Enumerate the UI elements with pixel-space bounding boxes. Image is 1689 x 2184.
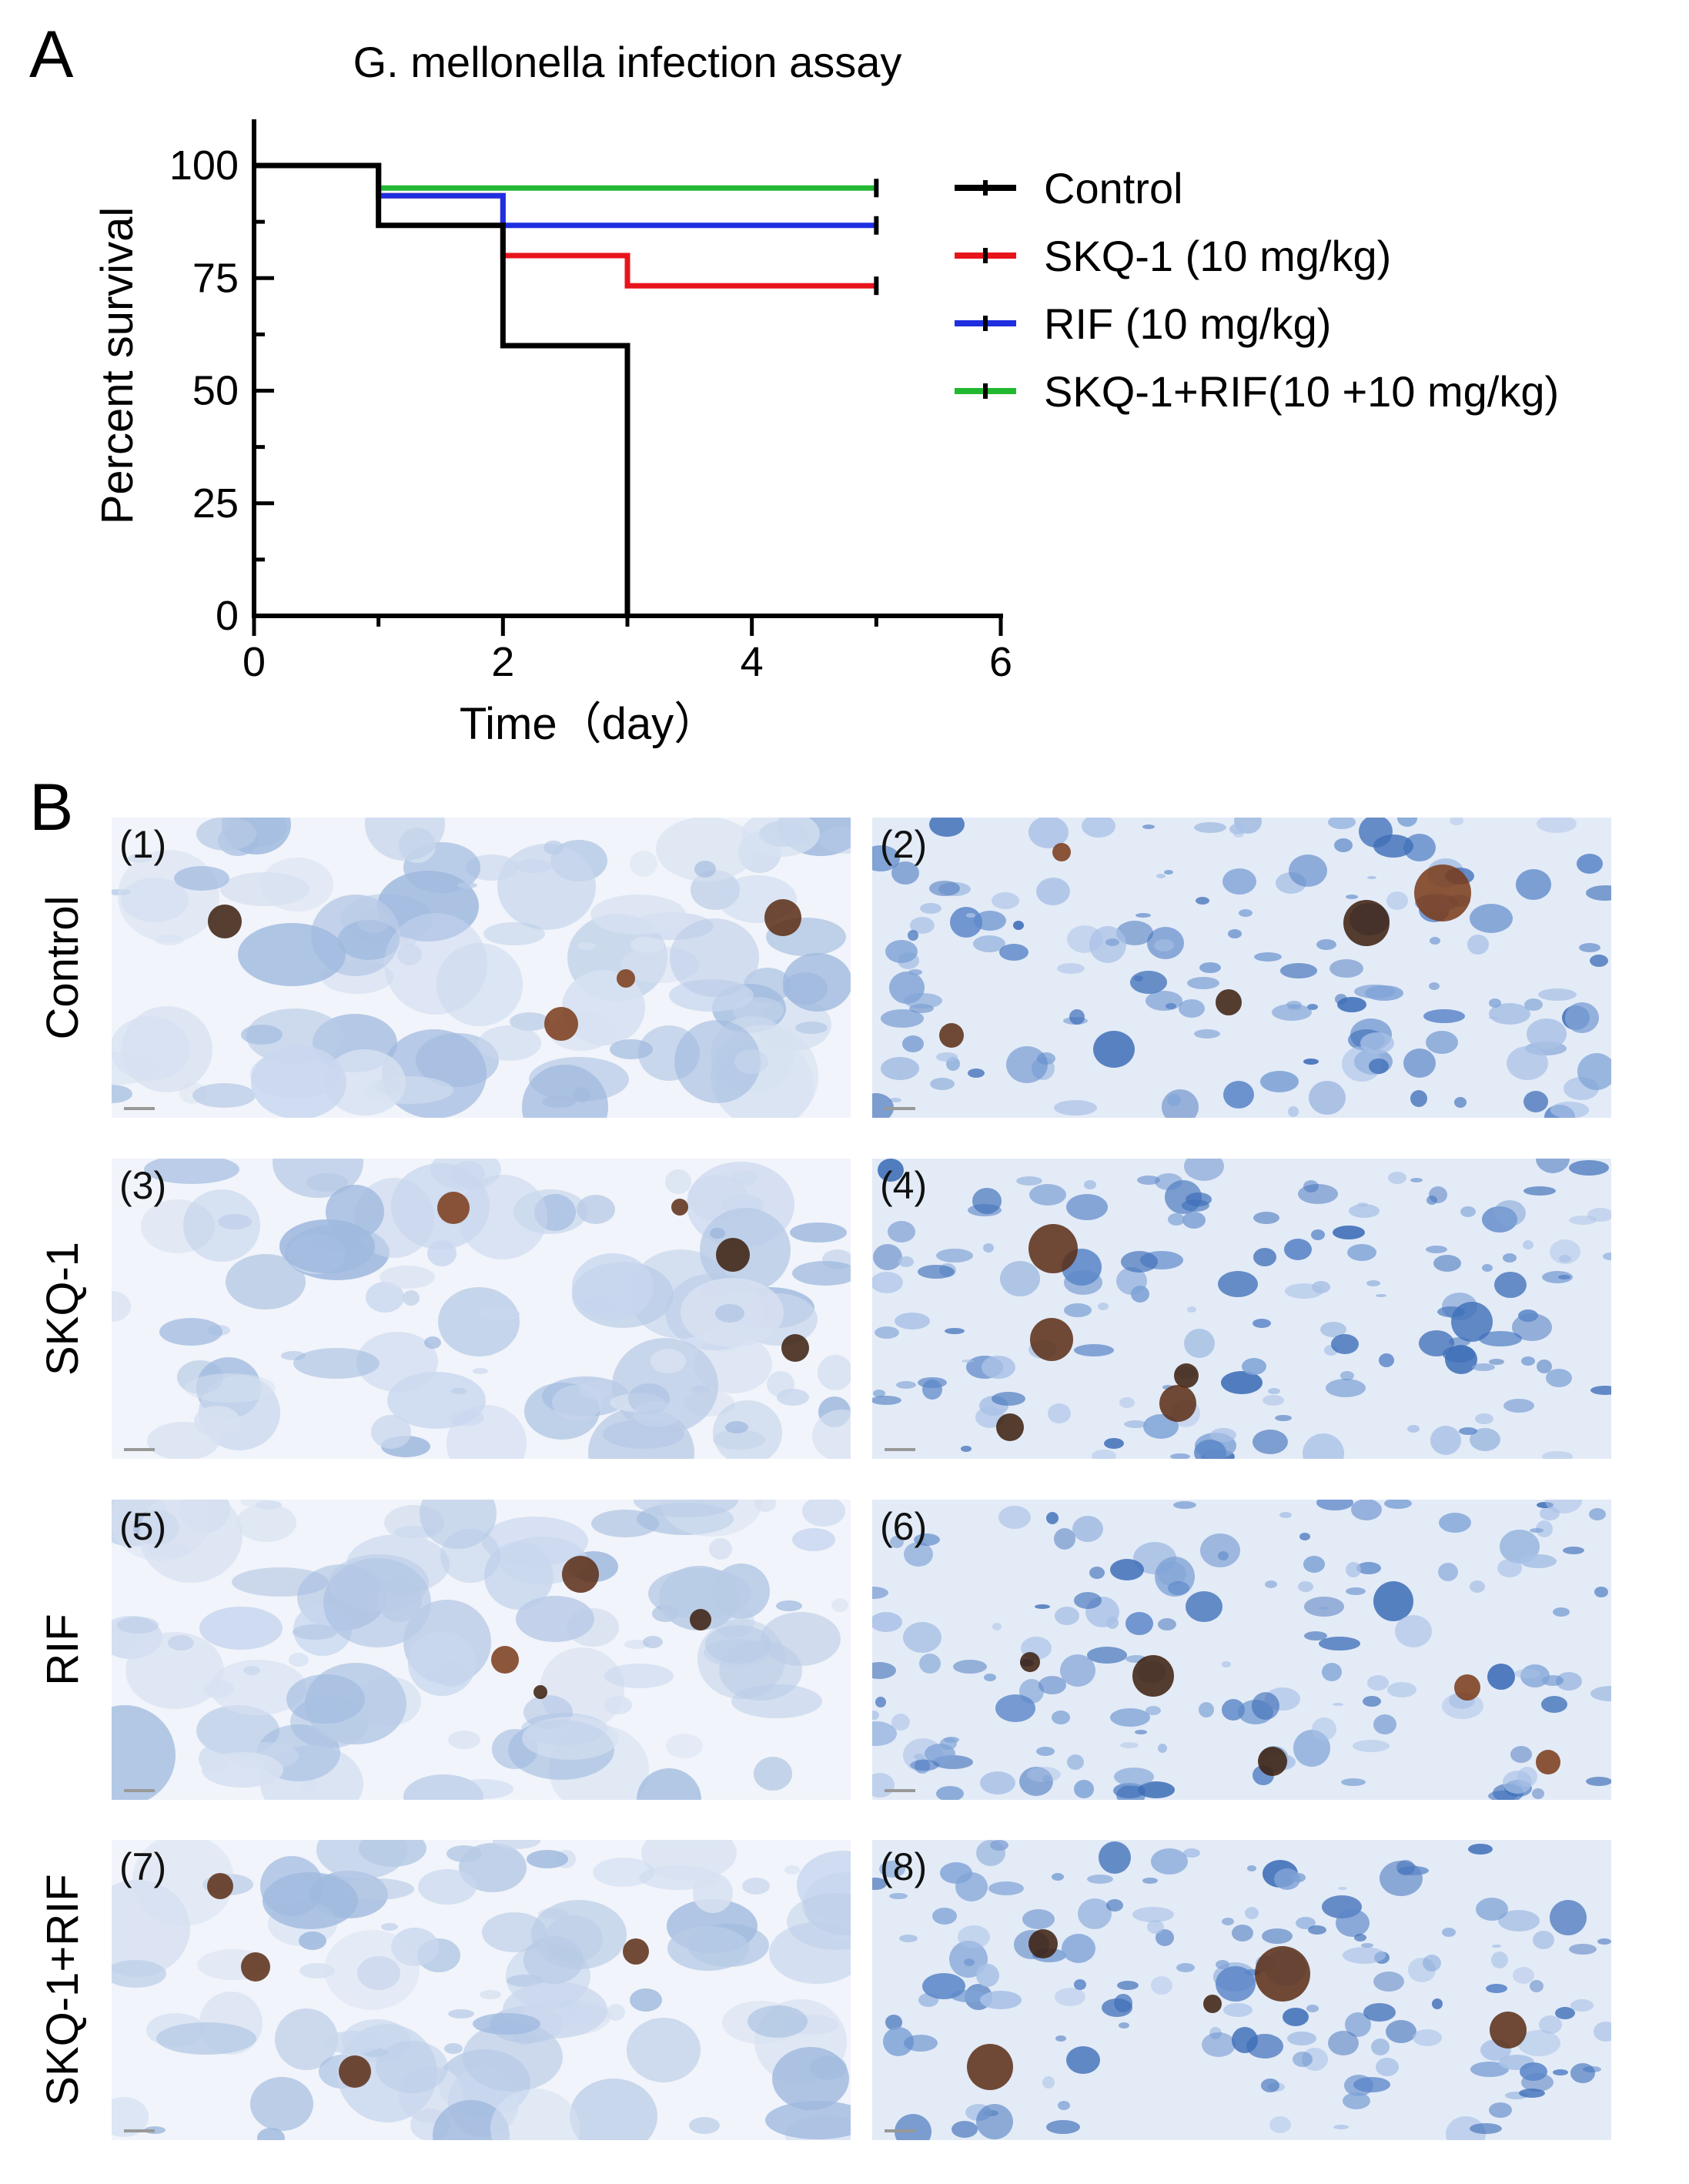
micrograph: (3): [112, 1159, 851, 1459]
legend-label: RIF (10 mg/kg): [1044, 299, 1332, 348]
micrograph: (5): [112, 1500, 851, 1800]
legend-swatch: [955, 383, 1016, 399]
legend-entry: SKQ-1+RIF(10 +10 mg/kg): [955, 357, 1559, 425]
row-label: Control: [38, 895, 88, 1040]
legend-swatch: [955, 316, 1016, 331]
y-tick-label: 25: [192, 480, 239, 527]
legend-entry: SKQ-1 (10 mg/kg): [955, 222, 1559, 289]
chart-legend: Control SKQ-1 (10 mg/kg) RIF (10 mg/kg) SKQ…: [955, 154, 1559, 425]
survival-chart: G. mellonella infection assay 0 25 50 75 100 0…: [92, 38, 1012, 749]
y-tick-label: 0: [216, 593, 239, 639]
survival-line-0: [254, 162, 630, 616]
scale-bar: [124, 1448, 155, 1451]
scale-bar: [885, 1789, 915, 1792]
chart-title: G. mellonella infection assay: [353, 38, 902, 86]
scale-bar: [124, 2129, 155, 2132]
y-axis-label: Percent survival: [92, 207, 142, 525]
y-tick-label: 50: [192, 368, 239, 414]
legend-swatch: [955, 248, 1016, 263]
tissue-illustration: [872, 1159, 1611, 1459]
tissue-illustration: [112, 1840, 851, 2140]
micrograph-label: (3): [119, 1164, 167, 1207]
row-label: SKQ-1+RIF: [38, 1874, 88, 2106]
legend-swatch: [955, 180, 1016, 196]
micrograph: (2): [872, 818, 1611, 1118]
legend-label: SKQ-1 (10 mg/kg): [1044, 231, 1392, 280]
tissue-illustration: [872, 818, 1611, 1118]
legend-entry: RIF (10 mg/kg): [955, 289, 1559, 357]
y-tick-label: 75: [192, 255, 239, 301]
legend-label: SKQ-1+RIF(10 +10 mg/kg): [1044, 366, 1560, 416]
tissue-illustration: [112, 818, 851, 1118]
x-tick-label: 6: [989, 639, 1012, 685]
micrograph: (4): [872, 1159, 1611, 1459]
micrograph: (8): [872, 1840, 1611, 2140]
survival-line-2: [254, 162, 877, 229]
legend-entry: Control: [955, 154, 1559, 222]
legend-label: Control: [1044, 163, 1183, 212]
x-tick-label: 4: [741, 639, 764, 685]
micrograph-label: (4): [880, 1164, 928, 1207]
scale-bar: [124, 1107, 155, 1110]
tissue-illustration: [872, 1840, 1611, 2140]
micrograph-label: (1): [119, 823, 167, 866]
row-label: RIF: [38, 1614, 88, 1686]
micrograph-label: (5): [119, 1505, 167, 1548]
tissue-illustration: [112, 1159, 851, 1459]
scale-bar: [885, 1448, 915, 1451]
micrograph: (6): [872, 1500, 1611, 1800]
scale-bar: [885, 1107, 915, 1110]
tissue-illustration: [872, 1500, 1611, 1800]
x-axis-label: Time（day）: [460, 699, 718, 749]
micrograph: (7): [112, 1840, 851, 2140]
tissue-illustration: [112, 1500, 851, 1800]
micrograph-label: (8): [880, 1845, 928, 1888]
panel-a-letter: A: [29, 18, 74, 92]
survival-line-3: [254, 162, 877, 191]
scale-bar: [124, 1789, 155, 1792]
micrograph-label: (6): [880, 1505, 928, 1548]
micrograph: (1): [112, 818, 851, 1118]
panel-b-letter: B: [29, 771, 74, 845]
x-tick-label: 0: [242, 639, 266, 685]
y-tick-label: 100: [169, 142, 239, 189]
micrograph-label: (2): [880, 823, 928, 866]
scale-bar: [885, 2129, 915, 2132]
micrograph-label: (7): [119, 1845, 167, 1888]
row-label: SKQ-1: [38, 1241, 88, 1376]
x-tick-label: 2: [491, 639, 514, 685]
